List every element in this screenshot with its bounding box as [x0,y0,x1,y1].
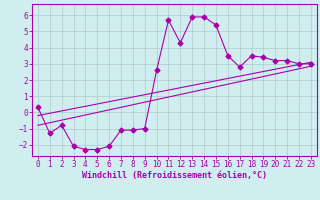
X-axis label: Windchill (Refroidissement éolien,°C): Windchill (Refroidissement éolien,°C) [82,171,267,180]
